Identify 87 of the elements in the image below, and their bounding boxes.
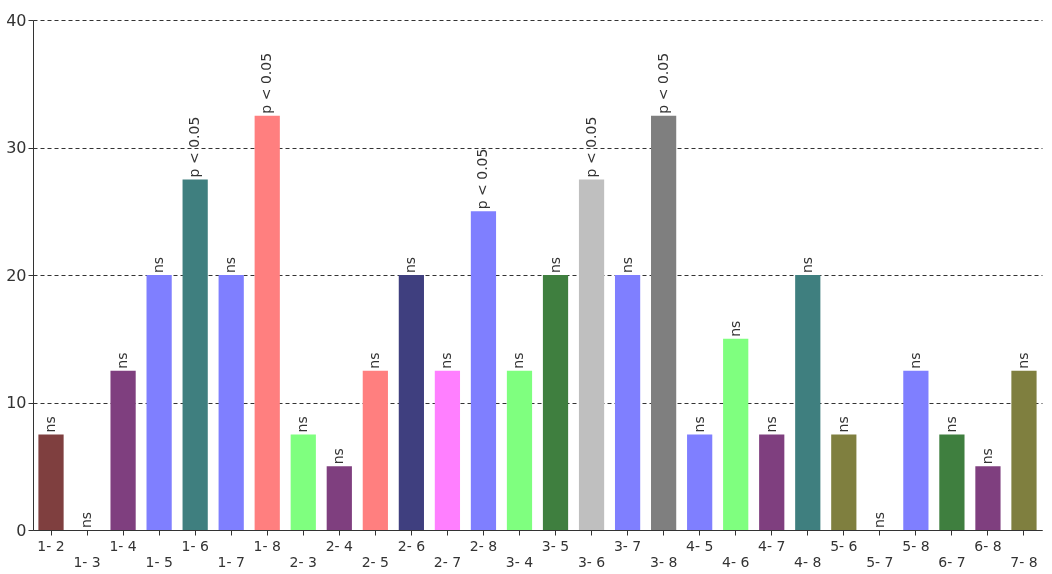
bar (110, 370, 136, 530)
x-tick-label: 4- 8 (794, 553, 822, 570)
x-tick-label: 2- 7 (433, 553, 462, 570)
data-label: p < 0.05 (186, 116, 203, 178)
x-tick-label: 2- 4 (325, 537, 354, 554)
y-tick-label: 30 (6, 138, 27, 157)
data-label: ns (78, 511, 95, 528)
bar (975, 466, 1001, 530)
x-tick-label: 4- 5 (686, 537, 714, 554)
data-label: ns (906, 352, 923, 369)
data-label: p < 0.05 (654, 52, 671, 114)
x-tick-label: 1- 5 (145, 553, 173, 570)
bar (939, 434, 965, 530)
bar (434, 370, 461, 530)
bar (146, 275, 172, 530)
x-tick-label: 2- 6 (397, 537, 426, 554)
bar (326, 466, 352, 530)
data-label: ns (762, 416, 779, 433)
data-label: p < 0.05 (474, 148, 491, 210)
data-label: ns (42, 416, 59, 433)
x-tick-label: 3- 7 (613, 537, 642, 554)
data-label: ns (942, 416, 959, 433)
data-label: ns (222, 256, 239, 273)
data-label: ns (294, 416, 311, 433)
bar (651, 115, 677, 530)
data-label: p < 0.05 (582, 116, 599, 178)
x-tick-label: 3- 8 (649, 553, 678, 570)
x-tick-label: 2- 5 (361, 553, 389, 570)
bar (290, 434, 316, 530)
data-label: ns (618, 256, 635, 273)
x-tick-label: 4- 6 (722, 553, 750, 570)
bar (542, 275, 569, 530)
data-label: ns (114, 352, 131, 369)
x-tick-label: 6- 7 (938, 553, 966, 570)
data-label: ns (402, 256, 419, 273)
bar (903, 370, 929, 530)
data-label: ns (438, 352, 455, 369)
x-tick-label: 3- 4 (505, 553, 534, 570)
x-tick-label: 7- 8 (1010, 553, 1038, 570)
data-label: ns (510, 352, 527, 369)
x-tick-label: 3- 5 (541, 537, 570, 554)
y-tick-label: 10 (6, 393, 27, 412)
bar (759, 434, 785, 530)
data-label: ns (330, 448, 347, 465)
bar (470, 211, 497, 530)
x-tick-label: 6- 8 (974, 537, 1002, 554)
bar (1011, 370, 1037, 530)
x-tick-label: 4- 7 (758, 537, 786, 554)
x-tick-label: 5- 7 (866, 553, 894, 570)
data-label: ns (1014, 352, 1031, 369)
bar (687, 434, 713, 530)
y-tick-label: 40 (6, 10, 27, 30)
bar (38, 434, 64, 530)
bar (506, 370, 533, 530)
bar (723, 338, 749, 530)
bar (614, 275, 641, 530)
y-tick-label: 20 (6, 265, 27, 285)
data-label: ns (798, 256, 815, 273)
bar (362, 370, 388, 530)
bar (254, 115, 280, 530)
x-tick-label: 5- 8 (902, 537, 930, 554)
data-label: ns (834, 416, 851, 433)
x-tick-label: 1- 7 (217, 553, 245, 570)
bar (795, 275, 821, 530)
x-tick-label: 2- 3 (289, 553, 317, 570)
x-tick-label: 1- 2 (37, 537, 65, 554)
data-label: ns (690, 416, 707, 433)
data-label: ns (150, 256, 167, 273)
x-tick-label: 1- 6 (181, 537, 209, 554)
bar (578, 179, 605, 530)
data-label: ns (978, 448, 995, 465)
data-label: ns (546, 256, 563, 273)
bar (831, 434, 857, 530)
x-tick-label: 1- 8 (253, 537, 281, 554)
x-tick-label: 5- 6 (830, 537, 858, 554)
x-tick-label: 1- 3 (73, 553, 101, 570)
data-label: p < 0.05 (258, 52, 275, 114)
y-tick-label: 0 (16, 520, 27, 540)
x-tick-label: 1- 4 (109, 537, 137, 554)
data-label: ns (366, 352, 383, 369)
x-tick-label: 3- 6 (577, 553, 606, 570)
x-tick-label: 2- 8 (469, 537, 498, 554)
bar (398, 275, 424, 530)
data-label: ns (870, 511, 887, 528)
data-label: ns (726, 320, 743, 337)
bar (182, 179, 208, 530)
bar (218, 275, 244, 530)
